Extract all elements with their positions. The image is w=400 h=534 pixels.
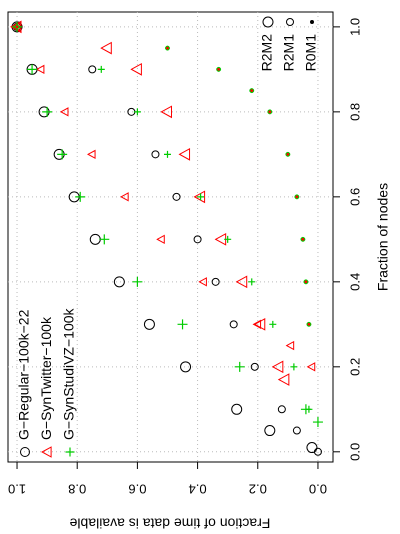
circle-marker <box>89 233 101 245</box>
plus-marker <box>224 235 232 243</box>
circle-marker <box>143 318 155 330</box>
circle-marker <box>166 46 169 50</box>
plus-marker <box>42 106 53 117</box>
plus-marker <box>27 64 38 75</box>
circle-marker <box>250 89 254 93</box>
y-tick-label: 0.0 <box>309 482 327 497</box>
plus-marker <box>97 65 105 73</box>
plus-marker <box>163 150 171 158</box>
triangle-marker <box>214 232 227 246</box>
circle-marker <box>313 447 322 456</box>
circle-marker <box>250 362 259 371</box>
circle-marker <box>286 152 290 156</box>
triangle-marker <box>156 234 165 245</box>
plus-marker <box>57 149 68 160</box>
plus-marker <box>248 278 256 286</box>
circle-marker <box>151 150 160 159</box>
legend-label: R0M1 <box>303 34 319 72</box>
circle-marker <box>301 237 305 241</box>
circle-marker <box>307 322 311 326</box>
circle-marker <box>193 235 202 244</box>
plot-frame <box>7 11 334 463</box>
plus-marker <box>290 363 298 371</box>
legend-marker <box>310 20 314 24</box>
circle-marker <box>88 65 97 74</box>
triangle-marker <box>277 373 290 386</box>
triangle-marker <box>235 275 248 289</box>
plus-marker <box>234 361 245 372</box>
legend-label: G−SynTwitter−100k <box>38 316 54 440</box>
plus-marker <box>133 108 141 116</box>
circle-marker <box>268 110 272 114</box>
plus-marker <box>305 405 313 413</box>
y-axis-title: Fraction of time data is available <box>69 515 270 531</box>
circle-marker <box>229 320 238 329</box>
triangle-marker <box>41 446 52 458</box>
triangle-marker <box>271 360 284 374</box>
circle-marker <box>20 447 30 457</box>
triangle-marker <box>198 277 207 287</box>
circle-marker <box>15 25 19 29</box>
y-tick-label: 0.6 <box>128 482 146 497</box>
legend-label: G−Regular−100k−22 <box>16 309 32 440</box>
triangle-marker <box>87 149 96 160</box>
circle-marker <box>180 361 192 373</box>
triangle-marker <box>120 192 129 202</box>
plus-marker <box>99 234 110 245</box>
circle-marker <box>292 426 301 435</box>
y-tick-label: 0.2 <box>249 482 267 497</box>
plus-marker <box>269 320 277 328</box>
triangle-marker <box>306 362 316 372</box>
triangle-marker <box>59 107 69 117</box>
plus-marker <box>132 276 143 287</box>
triangle-marker <box>35 64 45 75</box>
legend-marker <box>262 16 274 28</box>
legend-label: R2M1 <box>281 34 297 72</box>
legend-label: G−SynStudiVZ−100k <box>61 307 77 440</box>
circle-marker <box>217 67 221 71</box>
x-tick-label: 0.6 <box>347 188 362 206</box>
x-tick-label: 0.0 <box>347 443 362 461</box>
circle-marker <box>231 403 243 415</box>
plus-marker <box>312 417 323 428</box>
circle-marker <box>295 195 299 199</box>
triangle-marker <box>100 41 112 55</box>
y-tick-label: 0.8 <box>68 482 86 497</box>
y-tick-label: 0.4 <box>189 482 207 497</box>
plus-marker <box>197 193 205 201</box>
circle-marker <box>306 442 318 454</box>
triangle-marker <box>252 319 262 330</box>
legend-label: R2M2 <box>259 34 275 72</box>
circle-marker <box>277 405 286 414</box>
triangle-marker <box>193 190 206 204</box>
x-tick-label: 0.4 <box>347 273 362 291</box>
x-tick-label: 0.8 <box>347 103 362 121</box>
y-tick-label: 1.0 <box>8 482 26 497</box>
circle-marker <box>304 280 308 284</box>
x-tick-label: 1.0 <box>347 18 362 36</box>
circle-marker <box>172 192 181 201</box>
triangle-marker <box>178 148 191 161</box>
circle-marker <box>264 425 276 437</box>
circle-marker <box>113 276 125 288</box>
plus-marker <box>177 319 188 330</box>
plus-marker <box>75 191 86 202</box>
triangle-marker <box>253 317 266 331</box>
x-tick-label: 0.2 <box>347 358 362 376</box>
triangle-marker <box>160 105 172 119</box>
legend-marker <box>286 18 294 26</box>
circle-marker <box>211 277 220 286</box>
triangle-marker <box>285 340 295 351</box>
x-axis-title: Fraction of nodes <box>375 183 391 291</box>
plus-marker <box>65 447 75 457</box>
triangle-marker <box>130 63 142 76</box>
